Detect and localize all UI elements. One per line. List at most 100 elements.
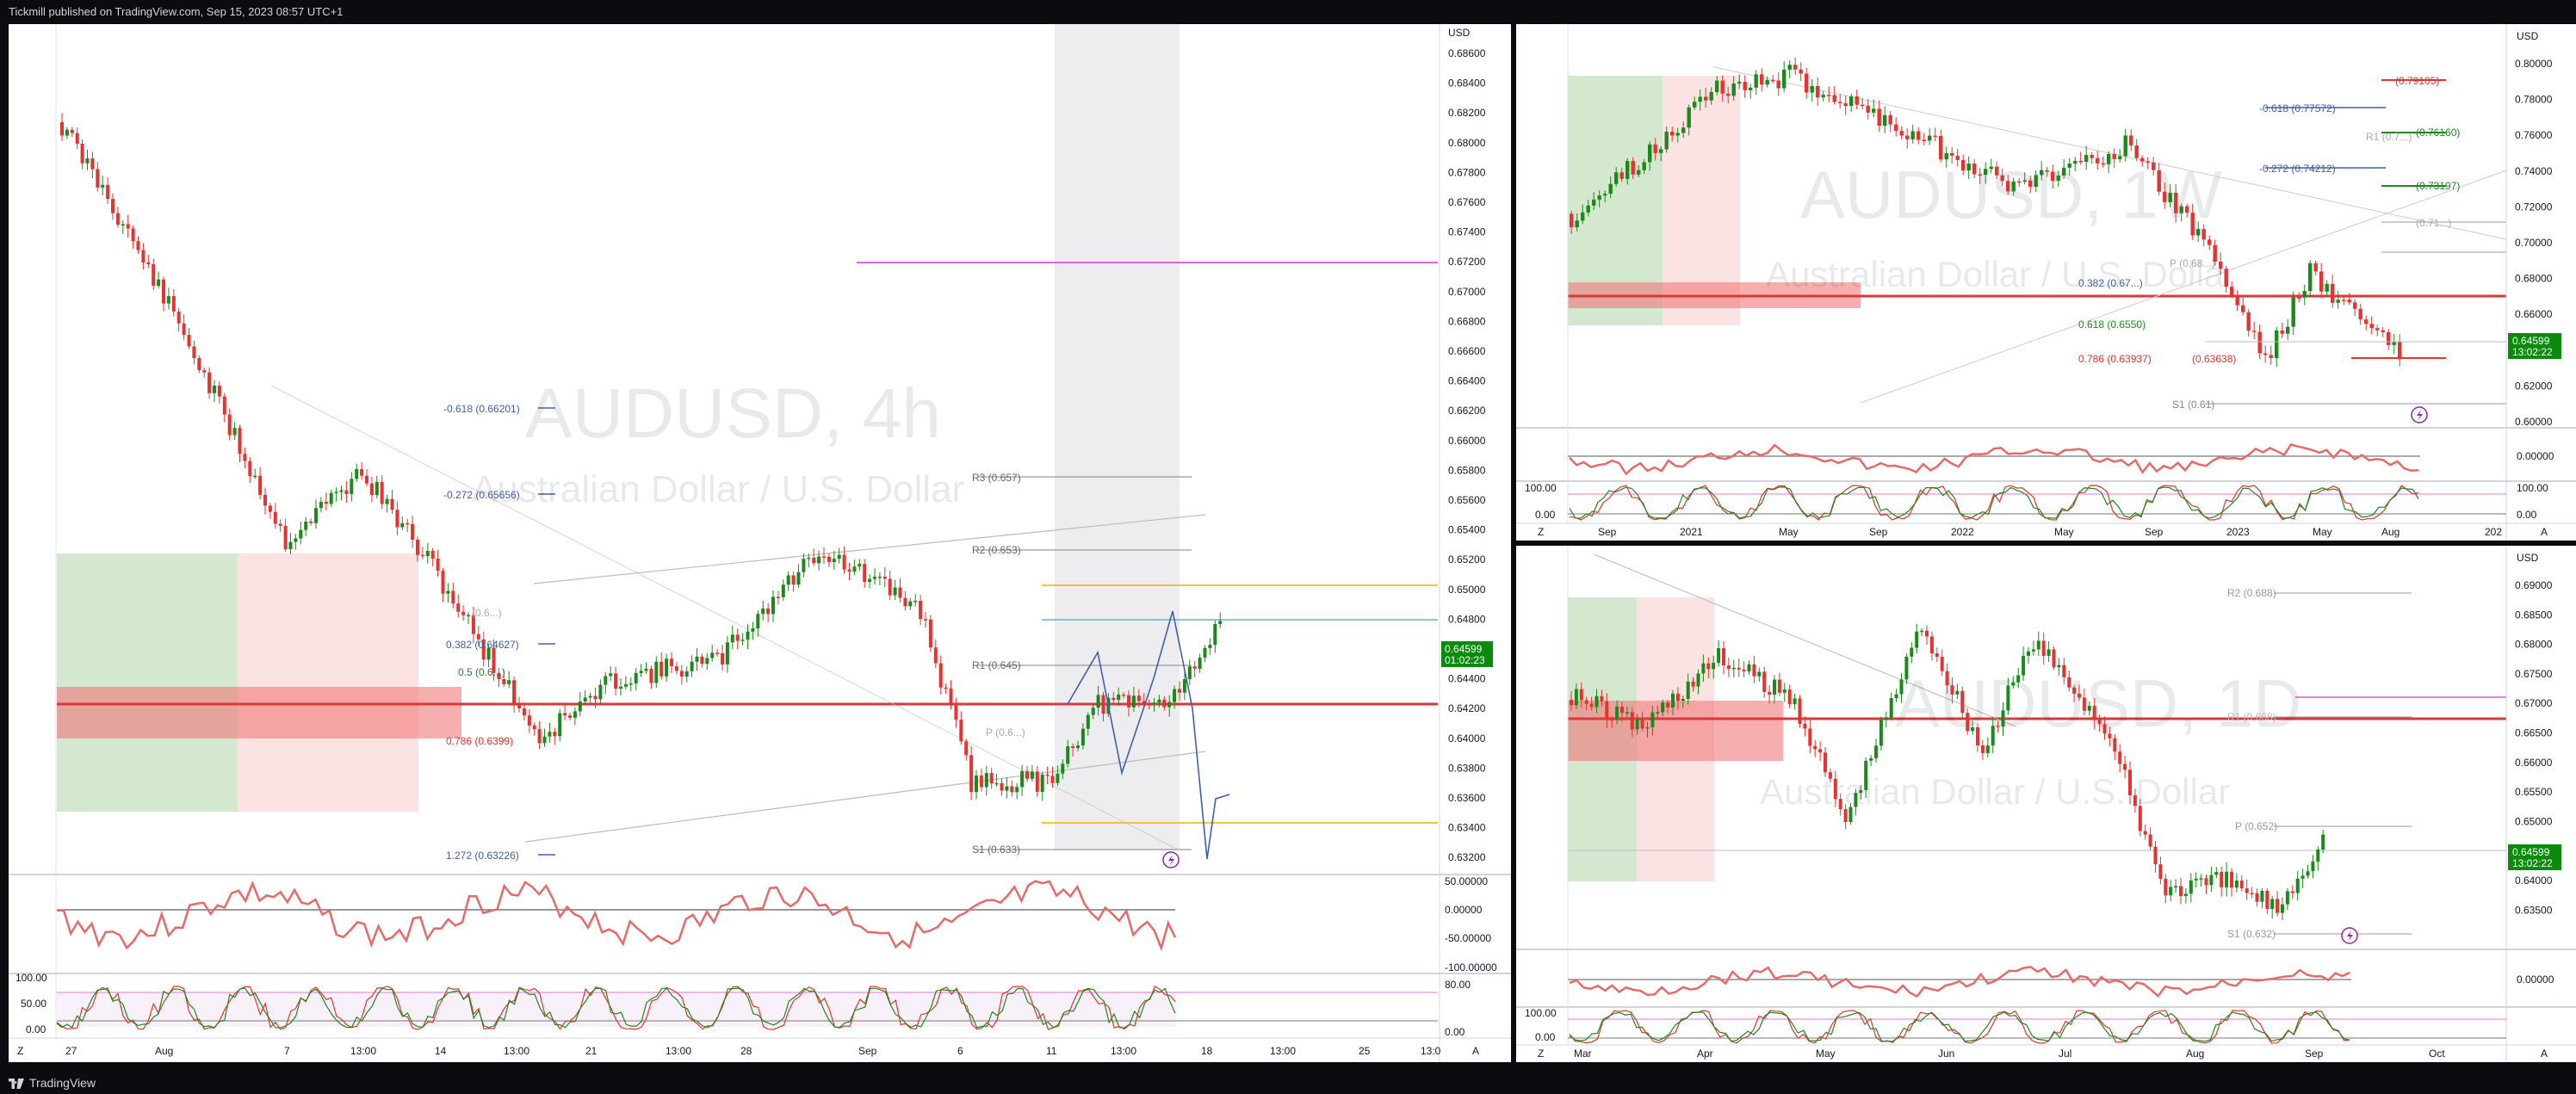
candle-1w-body <box>1737 82 1742 84</box>
time-axis-4h[interactable]: 27 Aug 7 13:00 14 13:00 21 13:00 28 Sep 6 11 13:00 18… <box>65 1045 1441 1057</box>
candle-4h-body <box>989 773 994 784</box>
candle-4h-body <box>60 121 64 136</box>
candle-1d-body <box>2047 649 2051 656</box>
scale-button-z-1w[interactable]: Z <box>1538 526 1544 538</box>
candle-4h-body <box>735 634 740 641</box>
pivot-p: P (0.6...) <box>986 726 1025 739</box>
candle-4h-body <box>436 559 440 572</box>
fib-label-n0618: -0.618 (0.66201) <box>443 403 520 415</box>
time-axis-4h-tick: 13:0 <box>1421 1045 1441 1057</box>
candle-4h-body <box>1173 689 1177 702</box>
candle-4h-body <box>903 597 907 607</box>
price-axis-1d[interactable]: 0.69000 0.68500 0.68000 0.67500 0.67000 0.665… <box>2515 579 2553 916</box>
price-axis-4h-tick: 0.67000 <box>1448 286 1486 298</box>
time-axis-4h-tick: 25 <box>1359 1045 1371 1057</box>
candle-1w-body <box>1872 108 1876 113</box>
candle-4h-body <box>746 631 750 640</box>
candle-1w-body <box>2011 181 2016 192</box>
candle-1w-body <box>2028 180 2033 188</box>
candle-4h-body <box>1187 666 1192 680</box>
price-axis-4h[interactable]: 0.68600 0.68400 0.68200 0.68000 0.67800 0.676… <box>1448 47 1486 863</box>
time-axis-4h-tick: 18 <box>1201 1045 1213 1057</box>
chart-panel-1d[interactable]: AUDUSD, 1D Australian Dollar / U.S. Doll… <box>1516 546 2576 1062</box>
candle-1d-body <box>1625 712 1629 714</box>
time-axis-4h-tick: 11 <box>1046 1045 1057 1057</box>
candle-1w-body <box>1670 132 1675 136</box>
candle-4h-body <box>1136 695 1141 702</box>
chart-panel-1w[interactable]: AUDUSD, 1W Australian Dollar / U.S. Doll… <box>1516 24 2576 541</box>
time-axis-1w-tick: 2023 <box>2226 526 2250 538</box>
candle-1w-body <box>1910 131 1915 139</box>
candle-4h-body <box>96 169 100 188</box>
candle-4h-body <box>1127 695 1130 708</box>
candle-1w-body <box>2045 170 2049 172</box>
candle-1d-body <box>1925 630 1929 637</box>
oscillator-4h <box>56 880 1177 952</box>
candle-4h-body <box>192 346 196 359</box>
candle-4h-body <box>227 414 232 436</box>
chart-1d-canvas[interactable]: AUDUSD, 1D Australian Dollar / U.S. Doll… <box>1516 546 2576 1062</box>
scale-button-a[interactable]: A <box>1472 1045 1479 1057</box>
osc1w-axis-100: 100.00 <box>2517 482 2548 494</box>
candle-1d-body <box>1731 667 1736 670</box>
candle-4h-body <box>522 708 526 716</box>
candle-1w-body <box>2364 319 2369 324</box>
lightning-icon-1w[interactable] <box>2411 406 2428 423</box>
candle-4h-body <box>1147 704 1151 706</box>
scale-button-a-1w[interactable]: A <box>2541 526 2548 538</box>
chart-4h-canvas[interactable]: AUDUSD, 4h Australian Dollar / U.S. Doll… <box>9 24 1511 1062</box>
volume-profile-1w <box>1568 76 1861 325</box>
candle-4h-body <box>507 680 511 684</box>
candle-1d-body <box>1605 701 1609 720</box>
candle-1w-body <box>1704 96 1708 101</box>
candle-4h-body <box>979 776 983 788</box>
watermark-name-1d: Australian Dollar / U.S. Dollar <box>1760 771 2230 812</box>
candle-1d-body <box>2123 763 2127 770</box>
candle-4h-body <box>467 615 470 617</box>
candle-1w-body <box>1608 183 1613 195</box>
chart-1w-canvas[interactable]: AUDUSD, 1W Australian Dollar / U.S. Doll… <box>1516 24 2576 541</box>
scale-button-z-1d[interactable]: Z <box>1538 1048 1544 1060</box>
candle-4h-body <box>202 370 207 373</box>
candle-1d-body <box>2118 751 2122 764</box>
chart-panel-4h[interactable]: AUDUSD, 4h Australian Dollar / U.S. Doll… <box>9 24 1511 1062</box>
candle-1w-body <box>1922 139 1926 141</box>
candle-1w-body <box>1810 85 1814 93</box>
candle-1d-body <box>1808 728 1812 746</box>
candlesticks-1d <box>1570 623 2325 921</box>
pivot1w-s1: S1 (0.61) <box>2172 399 2214 411</box>
candle-4h-body <box>1050 776 1055 783</box>
candle-4h-body <box>339 490 344 492</box>
candle-1w-body <box>1950 152 1954 156</box>
candle-4h-body <box>471 615 475 634</box>
candle-1w-body <box>1787 65 1792 70</box>
scale-button-a-1d[interactable]: A <box>2541 1048 2548 1060</box>
candle-4h-body <box>548 732 552 737</box>
candle-4h-body <box>852 566 857 572</box>
candle-1w-body <box>2196 229 2201 236</box>
candle-4h-body <box>598 684 603 700</box>
candle-1d-body <box>2092 706 2096 720</box>
candle-1w-body <box>1597 195 1601 200</box>
candle-4h-body <box>842 554 846 570</box>
candle-1d-body <box>2031 649 2035 652</box>
candle-1w-body <box>1631 161 1635 175</box>
candle-1d-body <box>2194 878 2198 881</box>
candle-1w-body <box>2319 271 2324 292</box>
candle-4h-body <box>877 576 882 578</box>
time-axis-1w[interactable]: Sep 2021 May Sep 2022 May Sep 2023 May Aug 202 <box>1598 526 2502 538</box>
candle-4h-body <box>1101 695 1105 714</box>
lightning-icon[interactable] <box>1162 851 1180 868</box>
price-axis-1w[interactable]: 0.80000 0.78000 0.76000 0.74000 0.72000 0.700… <box>2515 58 2553 428</box>
scale-button-z[interactable]: Z <box>17 1045 23 1057</box>
candle-4h-body <box>802 559 806 572</box>
last-price-tag-4h: 0.64599 01:02:23 <box>1441 641 1493 667</box>
candle-4h-body <box>812 557 816 564</box>
candle-1d-body <box>2027 651 2030 656</box>
candle-4h-body <box>578 701 582 712</box>
price-axis-1w-tick: 0.60000 <box>2515 416 2553 428</box>
candle-1d-body <box>1640 719 1644 729</box>
candle-1d-body <box>2113 738 2117 752</box>
time-axis-1d[interactable]: Mar Apr May Jun Jul Aug Sep Oct <box>1574 1048 2445 1060</box>
lightning-icon-1d[interactable] <box>2341 927 2358 944</box>
